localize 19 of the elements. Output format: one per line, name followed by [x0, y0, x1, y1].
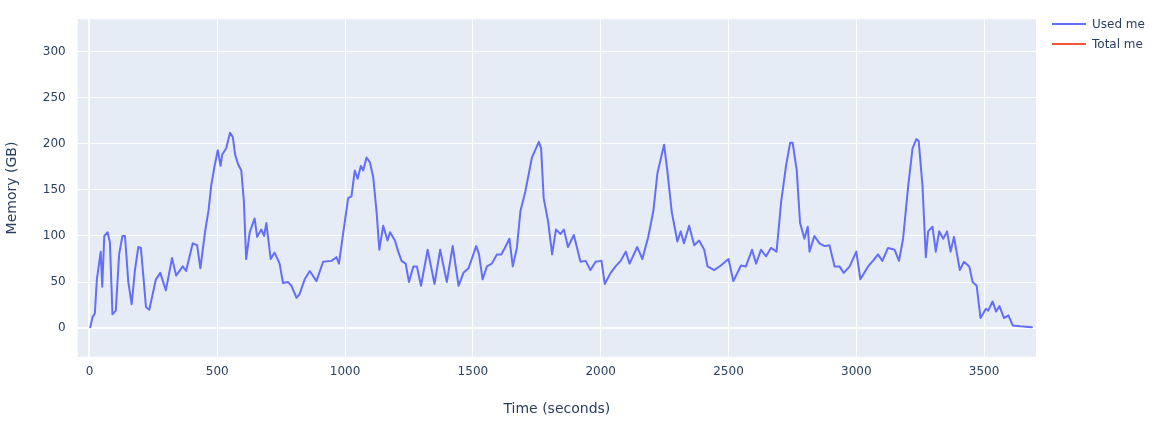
- y-tick-label: 300: [42, 43, 66, 58]
- x-tick-label: 3000: [841, 364, 872, 379]
- x-tick-label: 2500: [713, 364, 744, 379]
- y-tick-label: 250: [42, 89, 66, 104]
- x-tick-label: 1000: [329, 364, 361, 379]
- y-tick-label: 50: [50, 274, 66, 289]
- x-axis-title: Time (seconds): [502, 400, 611, 417]
- y-tick-label: 100: [42, 228, 66, 243]
- y-tick-label: 200: [42, 135, 66, 150]
- x-tick-label: 2000: [585, 364, 616, 379]
- legend-label: Total me: [1092, 37, 1143, 51]
- y-axis-title: Memory (GB): [3, 141, 20, 235]
- x-tick-label: 3500: [968, 364, 1000, 379]
- y-tick-label: 150: [42, 181, 66, 196]
- x-tick-label: 500: [205, 364, 229, 379]
- x-tick-label: 1500: [457, 364, 489, 379]
- legend-label: Used me: [1092, 17, 1145, 31]
- x-tick-label: 0: [85, 364, 94, 379]
- y-tick-label: 0: [58, 320, 66, 335]
